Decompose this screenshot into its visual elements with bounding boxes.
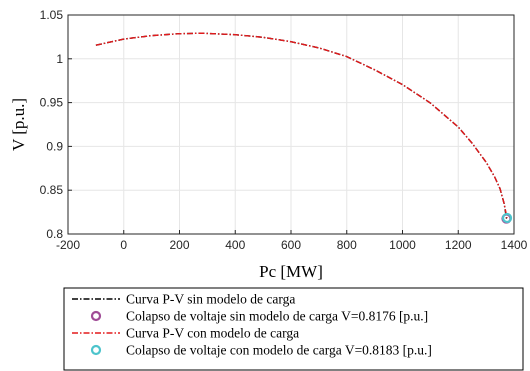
- y-tick-label: 0.85: [40, 183, 64, 197]
- legend-entry-label: Curva P-V sin modelo de carga: [126, 292, 295, 307]
- x-tick-label: 600: [281, 238, 301, 252]
- y-tick-label: 0.95: [40, 96, 64, 110]
- legend-marker-swatch: [90, 310, 102, 322]
- y-axis-ticks: 0.8 0.85 0.9 0.95 1 1.05: [40, 8, 72, 241]
- y-tick-label: 1: [56, 52, 63, 66]
- legend-marker-swatch: [90, 344, 102, 356]
- x-tick-label: 0: [120, 238, 127, 252]
- x-tick-label: 800: [337, 238, 357, 252]
- y-axis-label: V [p.u.]: [9, 98, 28, 151]
- y-tick-label: 0.8: [46, 227, 63, 241]
- x-axis-label: Pc [MW]: [259, 262, 323, 281]
- x-tick-label: 1200: [445, 238, 472, 252]
- legend: Curva P-V sin modelo de carga Colapso de …: [63, 287, 524, 371]
- legend-entry-label: Colapso de voltaje con modelo de carga V…: [126, 343, 432, 358]
- series-layer: [95, 32, 513, 224]
- y-tick-label: 0.9: [46, 139, 63, 153]
- x-tick-label: 400: [225, 238, 245, 252]
- x-tick-label: 1000: [389, 238, 416, 252]
- x-axis-ticks: -200 0 200 400 600 800 1000 1200 1400: [56, 230, 528, 252]
- legend-entry-label: Colapso de voltaje sin modelo de carga V…: [126, 309, 428, 324]
- y-tick-label: 1.05: [40, 8, 64, 22]
- legend-box: [63, 287, 524, 371]
- series-line-2: [95, 32, 508, 219]
- legend-entry-label: Curva P-V con modelo de carga: [126, 326, 299, 341]
- collapse-point-marker-3: [501, 212, 513, 224]
- x-tick-label: -200: [56, 238, 80, 252]
- x-tick-label: 1400: [501, 238, 528, 252]
- x-tick-label: 200: [169, 238, 189, 252]
